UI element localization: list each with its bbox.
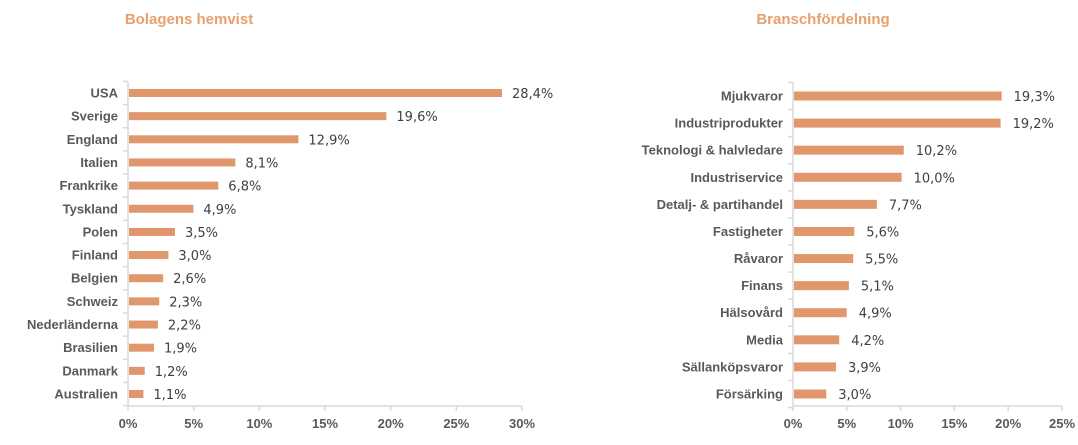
bar xyxy=(794,281,849,291)
data-label: 10,0% xyxy=(914,171,955,186)
data-label: 5,5% xyxy=(865,253,898,268)
bar xyxy=(129,158,236,167)
bar xyxy=(794,145,904,155)
data-label: 12,9% xyxy=(308,133,349,148)
category-label: Mjukvaror xyxy=(721,89,783,104)
bar xyxy=(794,91,1002,101)
data-label: 10,2% xyxy=(916,144,957,159)
category-label: Polen xyxy=(83,224,118,239)
category-label: Industriservice xyxy=(691,170,784,185)
data-label: 6,8% xyxy=(228,180,261,195)
chart-title: Bolagens hemvist xyxy=(125,11,253,28)
x-tick-label: 30% xyxy=(509,416,535,431)
bar xyxy=(794,308,847,318)
bar xyxy=(129,112,387,121)
x-tick-label: 15% xyxy=(941,416,967,431)
category-label: Finland xyxy=(72,248,118,263)
data-label: 2,3% xyxy=(169,295,202,310)
category-label: Australien xyxy=(54,387,118,402)
category-label: Italien xyxy=(80,155,118,170)
category-label: Hälsovård xyxy=(720,305,783,320)
category-label: Finans xyxy=(741,278,783,293)
category-label: Detalj- & partihandel xyxy=(657,197,783,212)
data-label: 2,2% xyxy=(168,319,201,334)
bar xyxy=(129,390,144,398)
category-label: Sverige xyxy=(71,109,118,124)
data-label: 4,9% xyxy=(203,203,236,218)
data-label: 19,3% xyxy=(1014,90,1055,105)
bar xyxy=(129,181,219,190)
category-label: Industriprodukter xyxy=(675,116,783,131)
bar xyxy=(129,89,502,97)
data-label: 3,5% xyxy=(185,226,218,241)
category-label: Media xyxy=(746,332,784,347)
category-label: Råvaror xyxy=(734,251,783,266)
category-label: Sällanköpsvaror xyxy=(682,359,783,374)
data-label: 19,2% xyxy=(1013,117,1054,132)
x-tick-label: 5% xyxy=(184,416,203,431)
data-label: 4,2% xyxy=(851,334,884,349)
x-tick-label: 20% xyxy=(995,416,1021,431)
x-tick-label: 0% xyxy=(784,416,803,431)
data-label: 28,4% xyxy=(512,87,553,102)
data-label: 4,9% xyxy=(859,307,892,322)
x-tick-label: 10% xyxy=(888,416,914,431)
x-tick-label: 10% xyxy=(246,416,272,431)
category-label: Danmark xyxy=(62,363,118,378)
bar xyxy=(794,226,855,236)
category-label: Belgien xyxy=(71,271,118,286)
data-label: 8,1% xyxy=(245,156,278,171)
category-label: Frankrike xyxy=(59,178,118,193)
category-label: Schweiz xyxy=(67,294,119,309)
category-label: Fastigheter xyxy=(713,224,783,239)
x-tick-label: 0% xyxy=(119,416,138,431)
bar xyxy=(129,251,169,260)
bar xyxy=(794,254,854,264)
data-label: 2,6% xyxy=(173,272,206,287)
data-label: 1,9% xyxy=(164,342,197,357)
x-tick-label: 15% xyxy=(312,416,338,431)
data-label: 1,1% xyxy=(153,388,186,403)
x-tick-label: 5% xyxy=(837,416,856,431)
category-label: Försärking xyxy=(716,387,783,402)
category-label: Teknologi & halvledare xyxy=(642,143,783,158)
category-label: Brasilien xyxy=(63,340,118,355)
x-tick-label: 20% xyxy=(378,416,404,431)
bar xyxy=(129,204,194,213)
bar xyxy=(129,297,160,306)
bar xyxy=(794,172,902,182)
bar xyxy=(129,320,158,329)
bar xyxy=(129,135,299,144)
x-tick-label: 25% xyxy=(443,416,469,431)
bar xyxy=(129,274,164,283)
bar xyxy=(794,199,877,209)
bar xyxy=(794,118,1001,128)
chart-title: Branschfördelning xyxy=(756,11,889,28)
data-label: 5,1% xyxy=(861,280,894,295)
bar xyxy=(129,343,154,352)
bar xyxy=(794,362,836,372)
category-label: Nederländerna xyxy=(27,317,119,332)
data-label: 19,6% xyxy=(396,110,437,125)
bar xyxy=(794,389,827,399)
data-label: 5,6% xyxy=(866,225,899,240)
category-label: USA xyxy=(91,86,119,101)
data-label: 3,9% xyxy=(848,361,881,376)
data-label: 7,7% xyxy=(889,198,922,213)
data-label: 3,0% xyxy=(178,249,211,264)
x-tick-label: 25% xyxy=(1049,416,1075,431)
bar xyxy=(129,366,145,375)
category-label: England xyxy=(67,132,118,147)
bar xyxy=(794,335,840,345)
category-label: Tyskland xyxy=(63,201,118,216)
data-label: 3,0% xyxy=(838,388,871,403)
data-label: 1,2% xyxy=(155,365,188,380)
bar xyxy=(129,227,175,236)
